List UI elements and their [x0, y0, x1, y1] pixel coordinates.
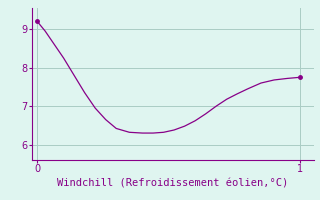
- X-axis label: Windchill (Refroidissement éolien,°C): Windchill (Refroidissement éolien,°C): [57, 178, 288, 188]
